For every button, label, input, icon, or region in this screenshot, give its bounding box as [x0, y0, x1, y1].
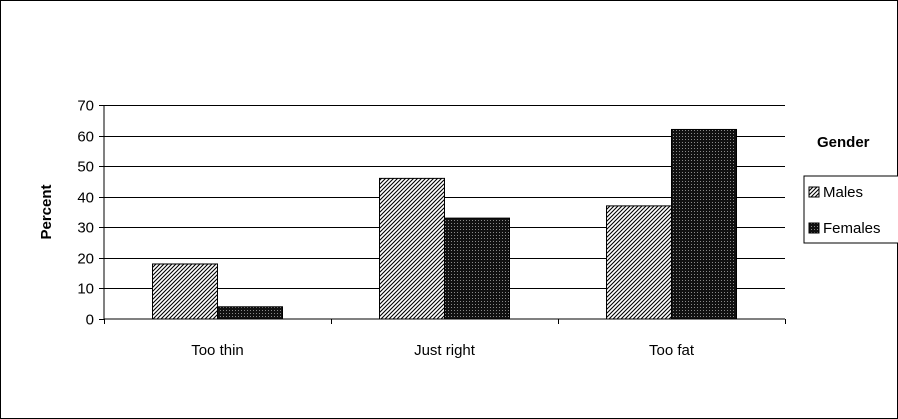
legend-box [803, 175, 898, 244]
x-tick-label: Just right [414, 342, 476, 359]
bars [152, 128, 737, 320]
x-tick-label: Too fat [649, 342, 695, 359]
legend-label-males: Males [823, 184, 863, 201]
y-tick-label: 40 [77, 190, 94, 207]
y-tick-label: 0 [86, 312, 94, 329]
bar-males-too-thin [152, 263, 218, 320]
y-tick-label: 70 [77, 98, 94, 115]
legend-title: Gender [817, 134, 870, 151]
bar-females-too-fat [671, 128, 737, 320]
y-tick-label: 60 [77, 129, 94, 146]
legend-label-females: Females [823, 220, 881, 237]
y-axis-title: Percent [38, 184, 55, 239]
x-tick-labels: Too thin Just right Too fat [191, 342, 695, 359]
legend-swatch-males [808, 186, 820, 198]
bar-males-too-fat [606, 205, 672, 320]
legend-swatch-females [808, 222, 820, 234]
y-tick-label: 50 [77, 159, 94, 176]
bar-males-just-right [379, 177, 445, 320]
y-tick-label: 10 [77, 281, 94, 298]
bar-females-too-thin [217, 306, 283, 320]
axes [99, 105, 786, 324]
x-tick-label: Too thin [191, 342, 244, 359]
bar-females-just-right [444, 217, 510, 320]
y-tick-label: 20 [77, 251, 94, 268]
legend: Gender Males Females [803, 134, 898, 244]
y-tick-label: 30 [77, 220, 94, 237]
y-tick-labels: 0 10 20 30 40 50 60 70 [77, 98, 94, 329]
